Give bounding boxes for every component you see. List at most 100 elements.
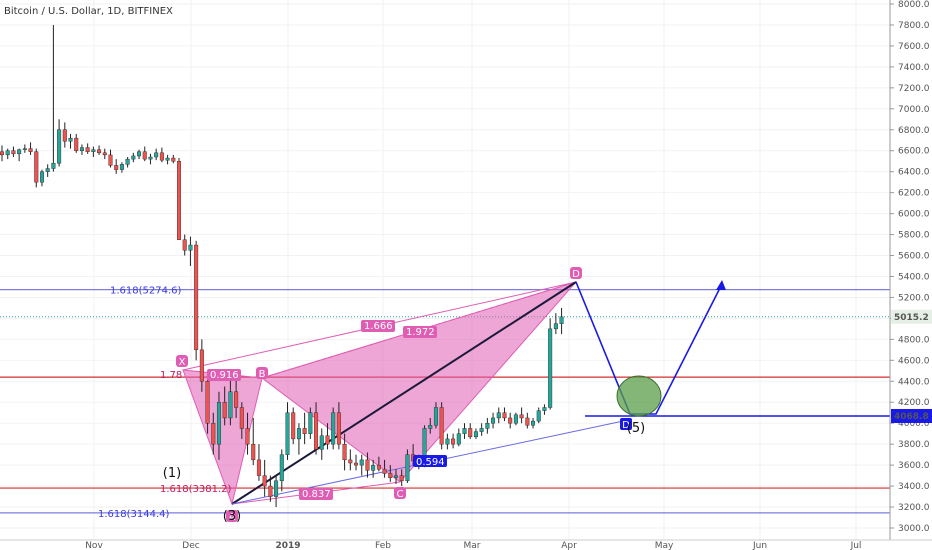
candle-body (228, 391, 233, 419)
candle-body (279, 454, 284, 482)
point-label: B (259, 369, 266, 380)
price-badge-label: 5015.2 (894, 313, 929, 323)
candle-body (125, 158, 130, 165)
candle-body (296, 428, 301, 440)
candle-body (365, 459, 370, 471)
ratio-box-blue (413, 455, 447, 467)
candle-body (519, 414, 524, 419)
x-tick-label: Mar (464, 541, 481, 550)
candle-body (222, 402, 227, 419)
y-tick-label: 3600.0 (898, 461, 930, 471)
candle-body (85, 147, 90, 152)
candle-body (79, 147, 84, 151)
point-marker (394, 487, 406, 499)
candle-body (274, 480, 279, 497)
y-tick-label: 6400.0 (898, 168, 930, 178)
candle-body (68, 137, 73, 142)
candle-body (371, 464, 376, 471)
fib-label: 1.618(5274.6) (110, 286, 182, 297)
candle-body (502, 412, 507, 419)
y-tick-label: 4600.0 (898, 356, 930, 366)
candle-body (0, 151, 4, 156)
candle-body (451, 438, 456, 445)
trend-line-ad (231, 281, 577, 505)
candle-body (536, 410, 541, 422)
candle-body (17, 149, 22, 155)
y-tick-label: 5600.0 (898, 252, 930, 262)
y-tick-label: 3800.0 (898, 440, 930, 450)
candle-body (177, 160, 182, 240)
y-tick-label: 5200.0 (898, 293, 930, 303)
candle-body (531, 420, 536, 426)
fib-label: 1.618(3144.4) (98, 509, 170, 520)
candle-body (319, 435, 324, 450)
candle-body (131, 155, 136, 160)
chart-title: Bitcoin / U.S. Dollar, 1D, BITFINEX (4, 6, 173, 17)
point-label: C (397, 489, 404, 500)
candle-body (496, 412, 501, 419)
point-marker (256, 367, 268, 379)
candle-body (393, 475, 398, 478)
ratio-box (299, 488, 333, 500)
y-tick-label: 3400.0 (898, 482, 930, 492)
price-axis: 8000.0 7800.0 7600.0 7400.0 7200.0 7000.0 6800… (889, 0, 932, 540)
wave-label: (3) (223, 509, 241, 524)
candle-body (51, 163, 56, 169)
y-tick-label: 7000.0 (898, 105, 930, 115)
candle-body (485, 423, 490, 429)
candle-body (548, 328, 553, 408)
ratio-box (207, 369, 241, 381)
y-tick-label: 7600.0 (898, 42, 930, 52)
y-tick-label: 5800.0 (898, 231, 930, 241)
candle-body (119, 164, 124, 170)
candle-body (256, 459, 261, 476)
candle-body (439, 407, 444, 445)
candle-body (22, 148, 27, 150)
projection-point-label: D (622, 420, 630, 431)
price-badge (891, 408, 932, 423)
price-badge (891, 309, 932, 324)
point-marker (226, 510, 238, 522)
candle-body (336, 412, 341, 445)
candle-body (388, 473, 393, 478)
candle-body (251, 443, 256, 461)
x-tick-label: 2019 (275, 541, 300, 550)
ratio-label: 1.78 (160, 370, 182, 381)
y-tick-label: 6800.0 (898, 126, 930, 136)
price-badge-label: 4068.8 (894, 412, 929, 422)
candle-body (559, 316, 564, 324)
candle-body (325, 435, 330, 445)
candle-body (142, 151, 147, 160)
candle-body (302, 428, 307, 434)
candle-body (445, 438, 450, 445)
candle-body (216, 402, 221, 445)
x-tick-label: Jul (850, 541, 862, 550)
candle-body (234, 391, 239, 408)
candle-body (399, 475, 404, 482)
candle-body (331, 412, 336, 445)
candle-body (359, 459, 364, 466)
candle-body (165, 157, 170, 161)
candlesticks (0, 24, 564, 508)
x-tick-label: Feb (375, 541, 391, 550)
candle-body (291, 412, 296, 440)
candle-body (479, 428, 484, 432)
ratio-box (361, 320, 395, 332)
y-tick-label: 3000.0 (898, 524, 930, 534)
candle-body (268, 485, 273, 497)
candle-body (194, 244, 199, 351)
wave-label: (1) (163, 466, 181, 481)
y-tick-label: 6200.0 (898, 189, 930, 199)
candle-body (34, 151, 39, 183)
candle-body (456, 433, 461, 445)
annotations: 1.618(5274.6) 1.618(3381.2) 1.618(3144.4) 1… (98, 267, 645, 524)
candle-body (108, 154, 113, 166)
point-label: D (572, 269, 580, 280)
candle-body (39, 171, 44, 183)
candle-body (382, 469, 387, 474)
candle-body (245, 428, 250, 445)
y-tick-label: 3200.0 (898, 503, 930, 513)
candle-body (114, 165, 119, 170)
